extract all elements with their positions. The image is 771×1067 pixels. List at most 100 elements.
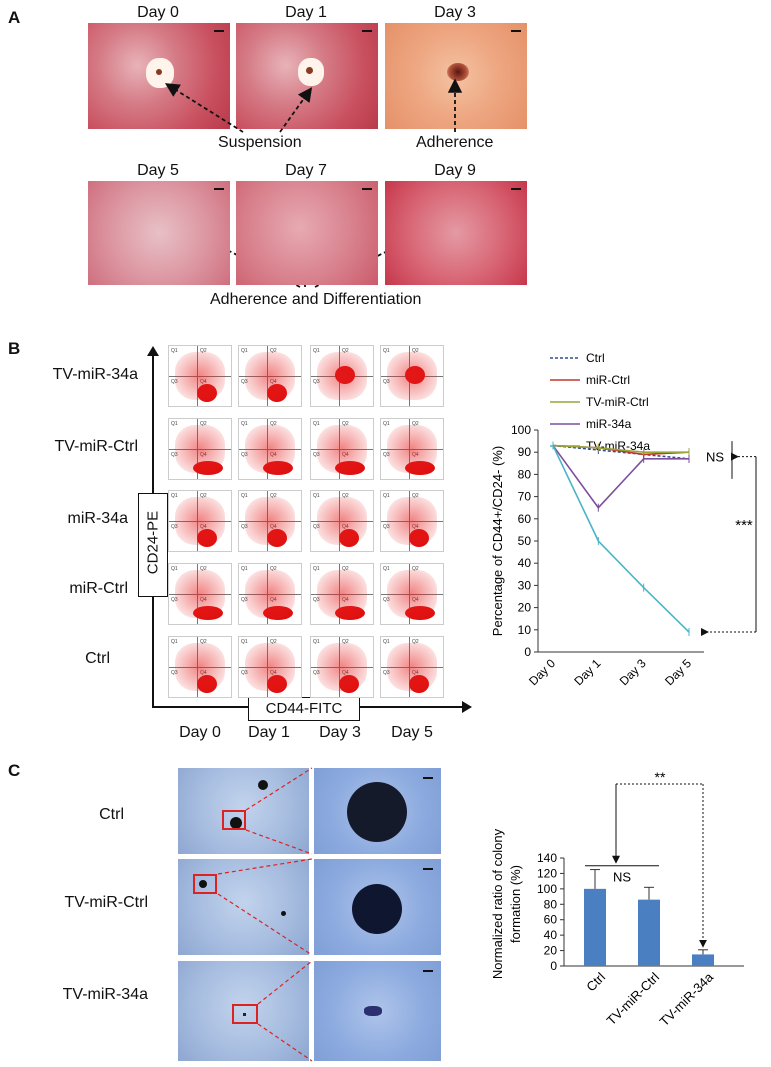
x-tick-label: TV-miR-Ctrl	[604, 969, 663, 1028]
facs-plot: Q1Q2Q3Q4	[380, 490, 444, 552]
y-tick-label: 100	[537, 882, 557, 896]
x-tick-label: TV-miR-34a	[656, 969, 716, 1029]
y-tick-label: 50	[518, 534, 532, 548]
facs-row-label-mir-ctrl: miR-Ctrl	[69, 580, 128, 597]
facs-plot: Q1Q2Q3Q4	[380, 418, 444, 480]
facs-y-axis-label-box: CD24-PE	[138, 493, 168, 597]
y-tick-label: 20	[518, 601, 532, 615]
sig-annotation: ***	[735, 517, 753, 534]
ns-annotation: NS	[706, 450, 724, 465]
y-tick-label: 90	[518, 445, 532, 459]
micrograph-day1	[236, 23, 378, 129]
y-tick-label: 70	[518, 490, 532, 504]
annotation-adherence-differentiation: Adherence and Differentiation	[210, 291, 422, 308]
y-tick-label: 100	[511, 423, 531, 437]
facs-plot: Q1Q2Q3Q4	[168, 490, 232, 552]
micrograph-day9	[385, 181, 527, 285]
y-tick-label: 80	[544, 897, 558, 911]
bar	[638, 899, 660, 966]
panel-b-label: B	[8, 339, 21, 358]
y-axis-label: Percentage of CD44+/CD24- (%)	[490, 446, 505, 636]
day-label-a1: Day 1	[285, 4, 327, 21]
facs-x-axis-label: CD44-FITC	[248, 697, 360, 721]
colony-row-label-ctrl: Ctrl	[99, 806, 124, 823]
facs-plot: Q1Q2Q3Q4	[380, 563, 444, 625]
colony-row-label-tv-mir-34a: TV-miR-34a	[62, 986, 148, 1003]
day-label-a0: Day 0	[137, 4, 179, 21]
day-label-a7: Day 7	[285, 162, 327, 179]
y-tick-label: 0	[524, 645, 531, 659]
facs-plot: Q1Q2Q3Q4	[238, 636, 302, 698]
facs-day-label-5: Day 5	[391, 724, 433, 741]
line-chart: Ctrl miR-Ctrl TV-miR-Ctrl miR-34a TV-miR-34a…	[490, 351, 757, 688]
bar	[584, 888, 606, 966]
facs-row-label-ctrl: Ctrl	[85, 650, 110, 667]
y-tick-label: 30	[518, 578, 532, 592]
series-line	[552, 444, 690, 460]
facs-plot: Q1Q2Q3Q4	[238, 345, 302, 407]
colony-overview-ctrl	[178, 768, 309, 854]
y-tick-label: 80	[518, 467, 532, 481]
legend-label: miR-Ctrl	[586, 373, 630, 387]
facs-plot: Q1Q2Q3Q4	[310, 636, 374, 698]
legend-label: TV-miR-34a	[586, 439, 650, 453]
y-axis-label-line2: formation (%)	[508, 865, 523, 943]
legend-label: Ctrl	[586, 351, 605, 365]
annotation-suspension: Suspension	[218, 134, 302, 151]
y-tick-label: 40	[518, 556, 532, 570]
colony-zoom-ctrl	[314, 768, 441, 854]
facs-plot: Q1Q2Q3Q4	[168, 563, 232, 625]
annotation-adherence: Adherence	[416, 134, 494, 151]
micrograph-day7	[236, 181, 378, 285]
y-tick-label: 60	[544, 913, 558, 927]
colony-zoom-tv-mir-ctrl	[314, 859, 441, 955]
y-tick-label: 140	[537, 851, 557, 865]
ns-annotation: NS	[613, 870, 631, 885]
colony-zoom-tv-mir-34a	[314, 961, 441, 1061]
y-tick-label: 40	[544, 928, 558, 942]
micrograph-day5	[88, 181, 230, 285]
facs-plot: Q1Q2Q3Q4	[168, 418, 232, 480]
day-label-a5: Day 5	[137, 162, 179, 179]
facs-plot: Q1Q2Q3Q4	[238, 563, 302, 625]
y-tick-label: 10	[518, 623, 532, 637]
micrograph-day0	[88, 23, 230, 129]
colony-overview-tv-mir-ctrl	[178, 859, 309, 955]
facs-plot: Q1Q2Q3Q4	[310, 345, 374, 407]
facs-plot: Q1Q2Q3Q4	[238, 418, 302, 480]
facs-x-arrow-icon	[462, 701, 472, 713]
facs-row-label-tv-mir-ctrl: TV-miR-Ctrl	[54, 438, 138, 455]
day-label-a9: Day 9	[434, 162, 476, 179]
facs-day-label-0: Day 0	[179, 724, 221, 741]
facs-day-label-1: Day 1	[248, 724, 290, 741]
y-tick-label: 20	[544, 944, 558, 958]
y-tick-label: 120	[537, 866, 557, 880]
facs-day-label-3: Day 3	[319, 724, 361, 741]
facs-plot: Q1Q2Q3Q4	[238, 490, 302, 552]
sig-annotation: **	[655, 770, 666, 785]
series-line	[552, 445, 689, 509]
facs-plot: Q1Q2Q3Q4	[168, 636, 232, 698]
facs-plot: Q1Q2Q3Q4	[380, 636, 444, 698]
facs-plot: Q1Q2Q3Q4	[310, 418, 374, 480]
day-label-a3: Day 3	[434, 4, 476, 21]
y-axis-label: Normalized ratio of colony	[490, 828, 505, 979]
facs-plot: Q1Q2Q3Q4	[310, 563, 374, 625]
panel-a-label: A	[8, 8, 21, 27]
facs-plot: Q1Q2Q3Q4	[310, 490, 374, 552]
x-tick-label: Ctrl	[583, 969, 608, 994]
series-line	[552, 444, 689, 453]
facs-plot: Q1Q2Q3Q4	[380, 345, 444, 407]
colony-row-label-tv-mir-ctrl: TV-miR-Ctrl	[64, 894, 148, 911]
y-tick-label: 0	[550, 959, 557, 973]
facs-row-label-tv-mir-34a: TV-miR-34a	[52, 366, 138, 383]
legend-label: TV-miR-Ctrl	[586, 395, 649, 409]
y-tick-label: 60	[518, 512, 532, 526]
facs-row-label-mir-34a: miR-34a	[67, 510, 128, 527]
legend-label: miR-34a	[586, 417, 632, 431]
bar	[692, 954, 714, 966]
facs-plot: Q1Q2Q3Q4	[168, 345, 232, 407]
facs-y-arrow-icon	[147, 346, 159, 356]
